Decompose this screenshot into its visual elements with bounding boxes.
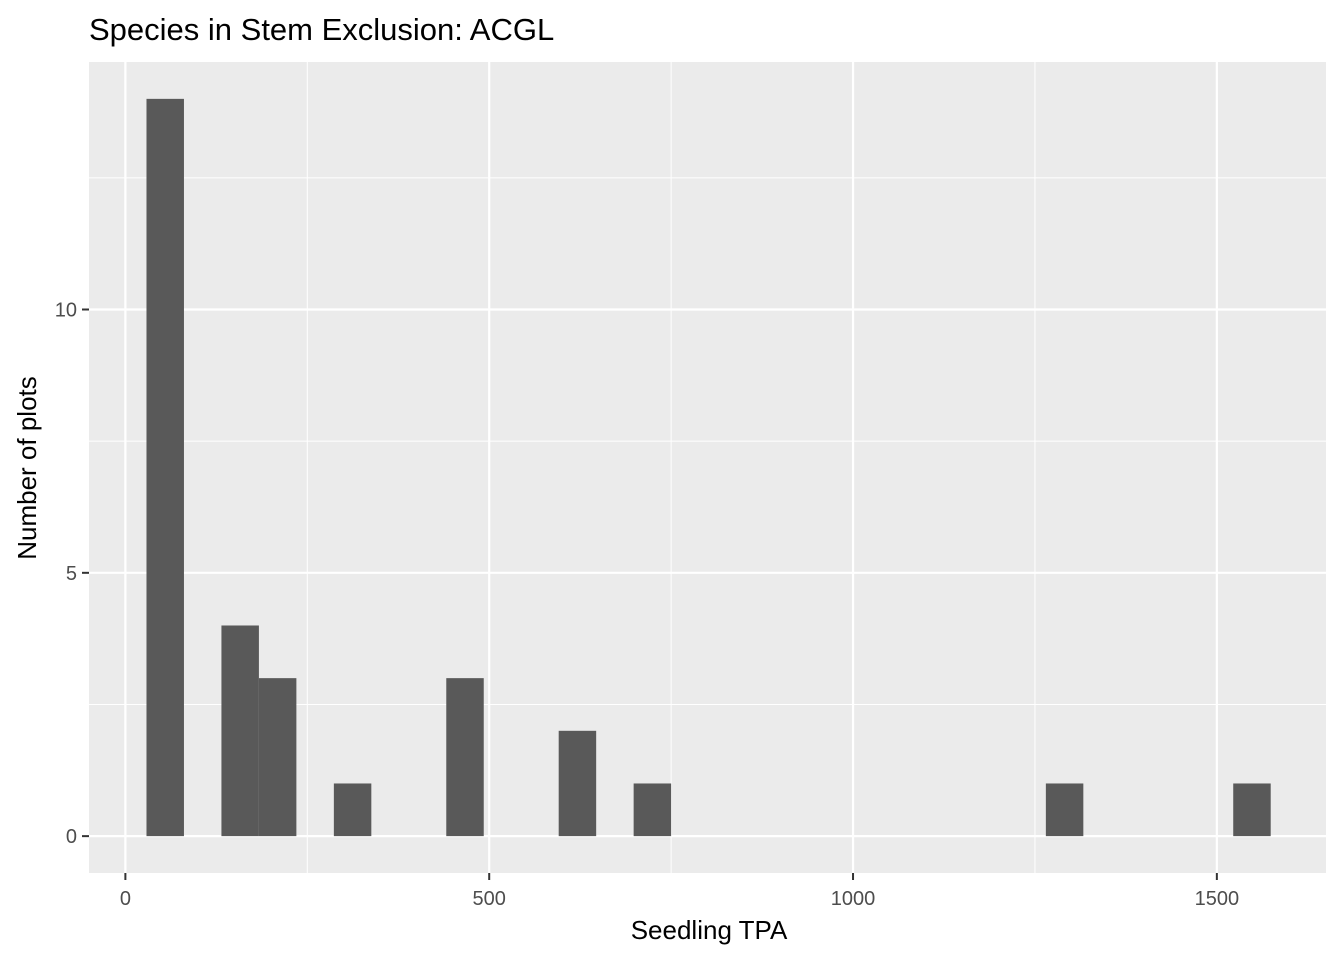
histogram-bar — [633, 783, 672, 837]
chart-title: Species in Stem Exclusion: ACGL — [89, 12, 554, 47]
x-tick-label: 0 — [120, 888, 131, 910]
x-tick-label: 500 — [473, 888, 506, 910]
histogram-bar — [446, 678, 484, 837]
histogram-bar — [1045, 783, 1084, 837]
histogram-bar — [221, 625, 259, 837]
x-axis-ticks: 0 500 1000 1500 — [120, 873, 1239, 910]
y-axis-title: Number of plots — [12, 376, 42, 560]
y-tick-label: 5 — [66, 563, 77, 585]
x-axis-title: Seedling TPA — [631, 915, 788, 945]
histogram-bar — [558, 730, 597, 837]
x-tick-label: 1500 — [1195, 888, 1240, 910]
x-tick-label: 1000 — [831, 888, 876, 910]
histogram-bars — [146, 98, 1271, 837]
histogram-bar — [333, 783, 372, 837]
histogram-bar — [146, 98, 184, 837]
y-axis-ticks: 0 5 10 — [55, 300, 89, 848]
histogram-bar — [1233, 783, 1271, 837]
histogram-bar — [258, 678, 297, 837]
y-tick-label: 10 — [55, 300, 77, 322]
y-tick-label: 0 — [66, 826, 77, 848]
